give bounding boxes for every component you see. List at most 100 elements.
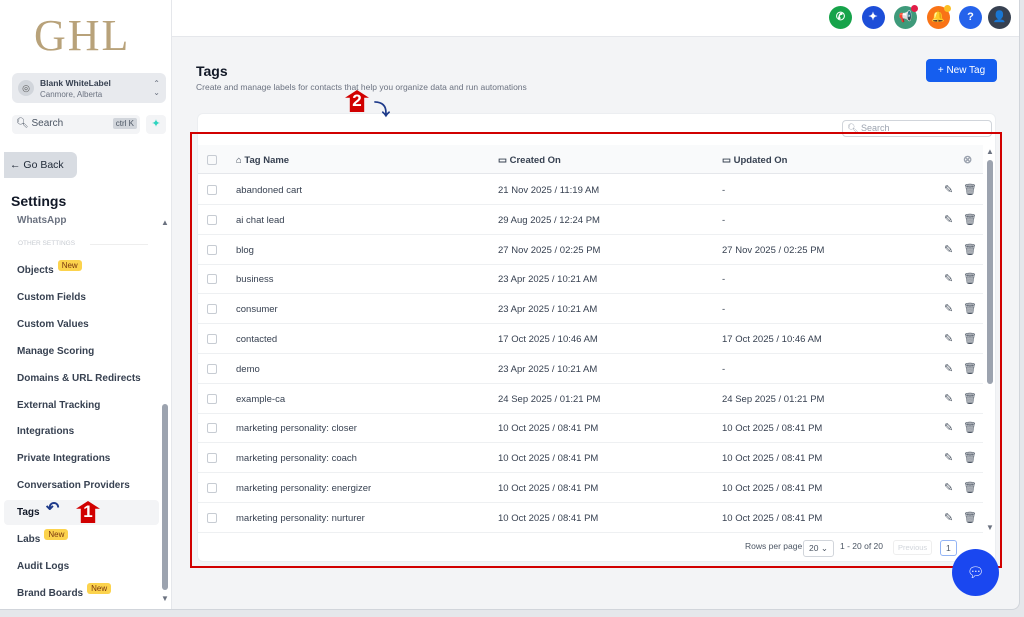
- delete-trash-icon[interactable]: 🗑︎: [963, 213, 977, 226]
- row-checkbox[interactable]: [207, 393, 217, 404]
- settings-title: Settings: [11, 193, 67, 209]
- delete-trash-icon[interactable]: 🗑︎: [963, 422, 977, 435]
- delete-trash-icon[interactable]: 🗑︎: [963, 273, 977, 286]
- created-on: 10 Oct 2025 / 08:41 PM: [498, 453, 599, 465]
- edit-pencil-icon[interactable]: ✎: [944, 482, 954, 494]
- delete-trash-icon[interactable]: 🗑︎: [963, 303, 977, 316]
- account-switcher[interactable]: ◎ Blank WhiteLabel Canmore, Alberta ⌃ ⌄: [12, 73, 166, 103]
- table-search-input[interactable]: 🔍︎ Search: [842, 120, 992, 137]
- nav-item-external-tracking[interactable]: External Tracking: [4, 393, 159, 418]
- header-label: Tag Name: [244, 155, 290, 166]
- delete-trash-icon[interactable]: 🗑︎: [963, 392, 977, 405]
- sparkle-icon[interactable]: ✦: [861, 6, 885, 29]
- edit-pencil-icon[interactable]: ✎: [944, 452, 954, 465]
- nav-item-integrations[interactable]: Integrations: [4, 419, 159, 444]
- logo: GHL: [34, 11, 131, 60]
- nav-item-objects[interactable]: Objects New: [4, 258, 159, 283]
- delete-trash-icon[interactable]: 🗑︎: [963, 243, 977, 256]
- row-checkbox[interactable]: [207, 483, 217, 493]
- delete-trash-icon[interactable]: 🗑︎: [963, 511, 977, 524]
- search-icon: 🔍︎: [16, 118, 29, 129]
- row-checkbox[interactable]: [207, 334, 217, 344]
- header-updated-on[interactable]: ▭ Updated On: [722, 155, 787, 166]
- table-row: marketing personality: closer 10 Oct 202…: [198, 413, 983, 444]
- updated-on: 10 Oct 2025 / 08:41 PM: [722, 483, 823, 494]
- edit-pencil-icon[interactable]: ✎: [944, 511, 954, 524]
- table-scroll-up-icon[interactable]: ▲: [986, 147, 994, 156]
- nav-item-audit-logs[interactable]: Audit Logs: [4, 554, 159, 579]
- edit-pencil-icon[interactable]: ✎: [944, 422, 954, 435]
- edit-pencil-icon[interactable]: ✎: [944, 303, 954, 316]
- nav-label: Tags: [17, 507, 40, 519]
- sidebar-search[interactable]: 🔍︎ Search ctrl K: [12, 115, 140, 134]
- calendar-icon: ▭: [722, 155, 731, 166]
- nav-label: Custom Fields: [17, 291, 86, 303]
- header-tag-name[interactable]: ⌂ Tag Name: [236, 155, 289, 166]
- select-all-checkbox[interactable]: [207, 155, 217, 165]
- header-created-on[interactable]: ▭ Created On: [498, 155, 561, 166]
- edit-pencil-icon[interactable]: ✎: [944, 273, 954, 286]
- edit-pencil-icon[interactable]: ✎: [944, 392, 954, 405]
- tag-name: demo: [236, 363, 260, 375]
- table-row: abandoned cart 21 Nov 2025 / 11:19 AM - …: [198, 175, 983, 205]
- nav-item-whatsapp[interactable]: WhatsApp: [17, 215, 67, 226]
- tag-name: marketing personality: closer: [236, 423, 357, 435]
- annotation-marker-2: 2: [345, 90, 369, 112]
- previous-button[interactable]: Previous: [893, 540, 933, 555]
- row-checkbox[interactable]: [207, 512, 217, 523]
- phone-icon[interactable]: ✆: [829, 6, 852, 29]
- delete-trash-icon[interactable]: 🗑︎: [963, 452, 977, 465]
- row-checkbox[interactable]: [207, 214, 217, 225]
- go-back-button[interactable]: ← Go Back: [4, 152, 77, 178]
- chat-widget-button[interactable]: 💬︎: [952, 549, 999, 596]
- nav-item-brand-boards[interactable]: Brand Boards New: [4, 581, 159, 606]
- account-icon: ◎: [18, 80, 34, 96]
- nav-label: Labs: [17, 534, 41, 545]
- edit-pencil-icon[interactable]: ✎: [944, 243, 954, 256]
- updated-on: -: [722, 185, 726, 196]
- help-icon[interactable]: ?: [959, 6, 982, 29]
- row-checkbox[interactable]: [207, 453, 217, 464]
- nav-item-manage-scoring[interactable]: Manage Scoring: [4, 339, 159, 364]
- row-checkbox[interactable]: [207, 244, 217, 255]
- page-1-button[interactable]: 1: [940, 540, 957, 556]
- edit-pencil-icon[interactable]: ✎: [944, 362, 954, 375]
- section-label: OTHER SETTINGS: [18, 240, 76, 247]
- row-checkbox[interactable]: [207, 274, 217, 285]
- rows-per-page-select[interactable]: 20 ⌄: [803, 540, 834, 557]
- sidebar-scrollbar[interactable]: [162, 404, 168, 590]
- delete-trash-icon[interactable]: 🗑︎: [963, 362, 977, 375]
- bell-icon[interactable]: 🔔: [926, 5, 951, 29]
- nav-item-custom-values[interactable]: Custom Values: [4, 312, 159, 337]
- row-checkbox[interactable]: [207, 304, 217, 315]
- nav-item-private-integrations[interactable]: Private Integrations: [4, 446, 159, 471]
- edit-pencil-icon[interactable]: ✎: [944, 213, 954, 226]
- table-scrollbar[interactable]: [987, 160, 993, 384]
- delete-trash-icon[interactable]: 🗑︎: [963, 333, 977, 345]
- scroll-down-icon[interactable]: ▼: [161, 594, 169, 603]
- nav-item-custom-fields[interactable]: Custom Fields: [4, 285, 159, 310]
- annotation-marker-1: 1: [76, 501, 100, 523]
- annotation-arrow: ↶: [46, 500, 60, 517]
- nav-item-domains-url-redirects[interactable]: Domains & URL Redirects: [4, 366, 159, 391]
- new-tag-button[interactable]: + New Tag: [926, 59, 997, 82]
- edit-pencil-icon[interactable]: ✎: [944, 184, 954, 196]
- delete-trash-icon[interactable]: 🗑︎: [963, 184, 977, 196]
- row-checkbox[interactable]: [207, 363, 217, 374]
- table-row: consumer 23 Apr 2025 / 10:21 AM - ✎ 🗑︎: [198, 294, 983, 325]
- row-checkbox[interactable]: [207, 423, 217, 434]
- user-avatar[interactable]: 👤: [988, 6, 1011, 29]
- megaphone-icon[interactable]: 📢: [894, 5, 918, 29]
- scroll-up-icon[interactable]: ▲: [161, 218, 169, 227]
- row-checkbox[interactable]: [207, 185, 217, 195]
- nav-item-conversation-providers[interactable]: Conversation Providers: [4, 473, 159, 498]
- nav-item-labs[interactable]: Labs New: [4, 527, 159, 552]
- delete-trash-icon[interactable]: 🗑︎: [963, 482, 977, 494]
- table-scroll-down-icon[interactable]: ▼: [986, 523, 994, 532]
- edit-pencil-icon[interactable]: ✎: [944, 333, 954, 345]
- ai-sparkle-button[interactable]: ✦: [146, 115, 166, 134]
- tag-name: business: [236, 274, 274, 286]
- column-settings-icon[interactable]: ⊗: [963, 154, 973, 166]
- page-title: Tags: [196, 63, 228, 79]
